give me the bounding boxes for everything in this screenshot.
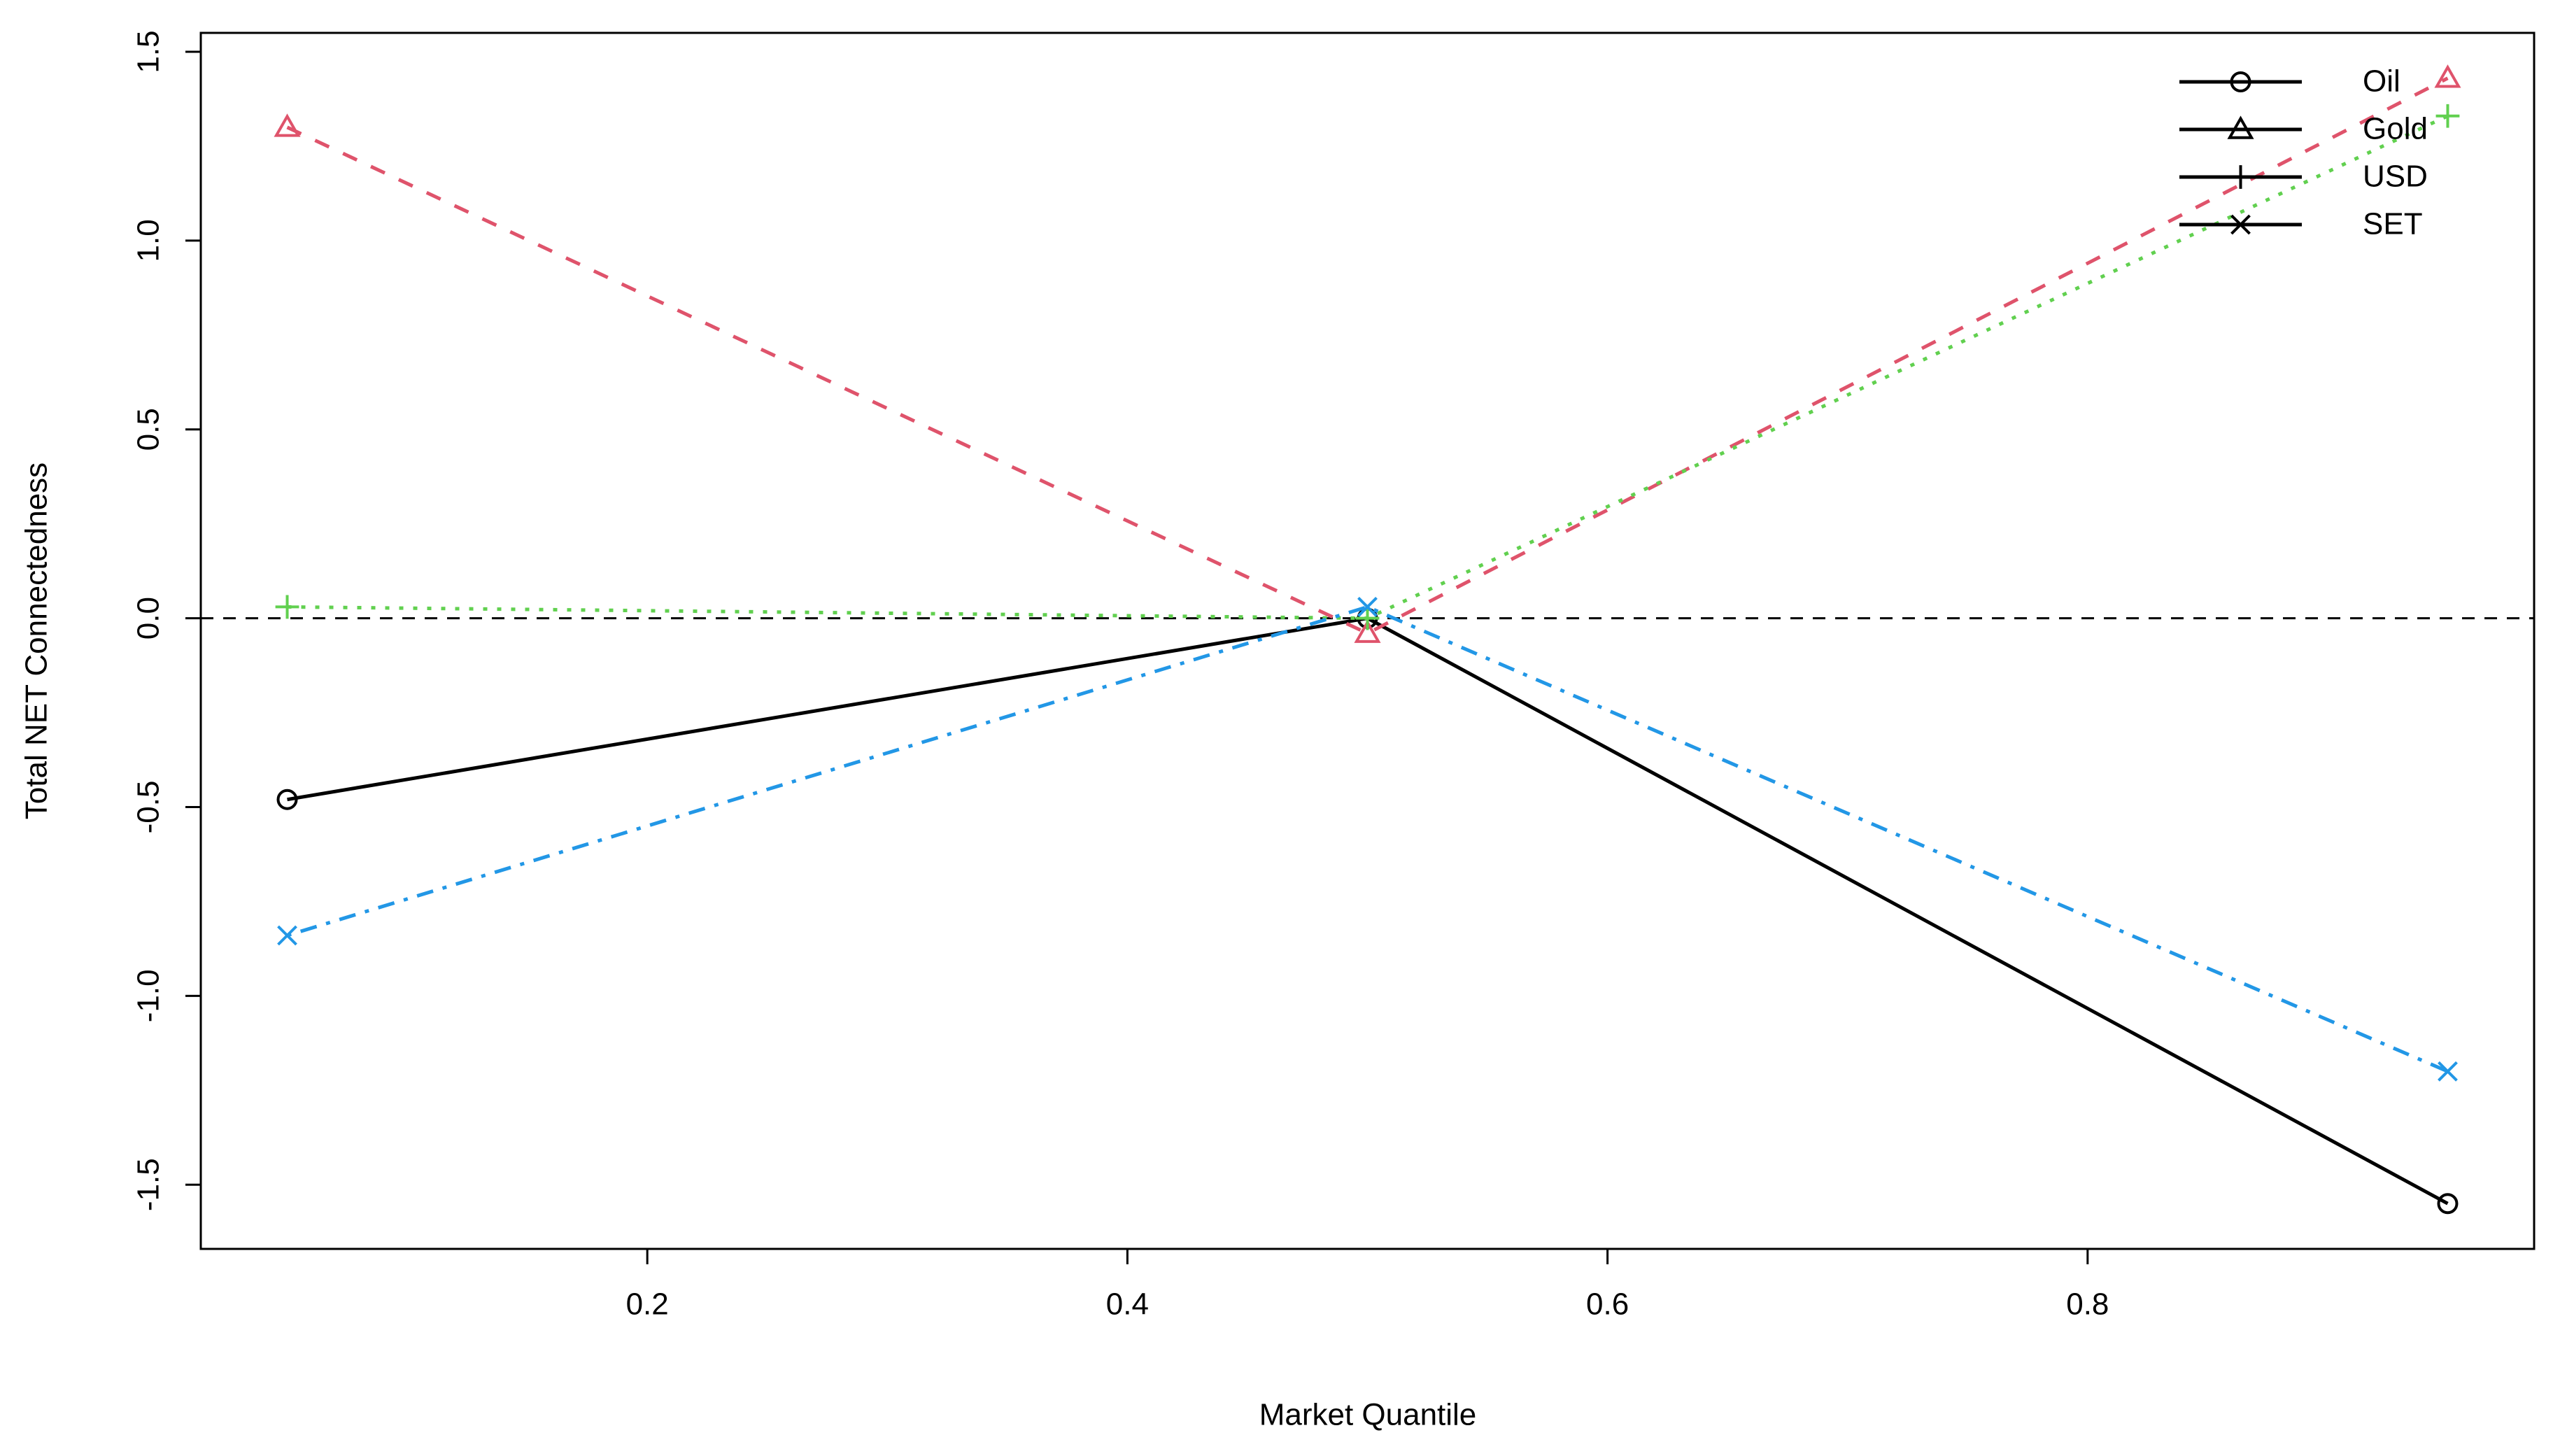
legend-label: Gold — [2363, 112, 2428, 146]
legend-marker — [2227, 115, 2254, 139]
series-line — [287, 114, 2449, 621]
series-line — [286, 76, 2449, 635]
x-tick-label: 0.2 — [626, 1287, 669, 1322]
y-tick-label: -0.5 — [132, 781, 166, 834]
y-tick-label: 0.5 — [132, 408, 166, 451]
marker — [1354, 619, 1381, 643]
marker — [277, 925, 297, 946]
legend-marker — [2230, 71, 2251, 92]
marker — [1355, 606, 1380, 630]
legend-label: USD — [2363, 160, 2428, 194]
y-tick-label: 0.0 — [132, 597, 166, 639]
x-axis-title: Market Quantile — [1259, 1398, 1477, 1432]
legend-marker — [2230, 214, 2251, 235]
marker — [2435, 104, 2460, 128]
legend-label: Oil — [2363, 64, 2400, 99]
legend-marker — [2228, 165, 2253, 189]
y-tick-label: -1.0 — [132, 969, 166, 1022]
y-tick-label: 1.5 — [132, 30, 166, 73]
plot-frame — [199, 31, 2536, 1250]
legend-label: SET — [2363, 207, 2423, 241]
marker — [2434, 64, 2461, 88]
marker — [2438, 1061, 2458, 1082]
y-tick-label: -1.5 — [132, 1158, 166, 1211]
marker — [2437, 1193, 2459, 1215]
series-line — [286, 605, 2449, 1073]
x-tick-label: 0.6 — [1586, 1287, 1629, 1322]
y-axis-title: Total NET Connectedness — [20, 462, 54, 819]
series-line — [287, 616, 2449, 1206]
marker — [1357, 597, 1378, 617]
y-tick-label: 1.0 — [132, 219, 166, 262]
x-tick-label: 0.8 — [2066, 1287, 2109, 1322]
marker — [274, 113, 301, 137]
marker — [275, 595, 299, 619]
x-tick-label: 0.4 — [1106, 1287, 1149, 1322]
marker — [276, 789, 298, 810]
